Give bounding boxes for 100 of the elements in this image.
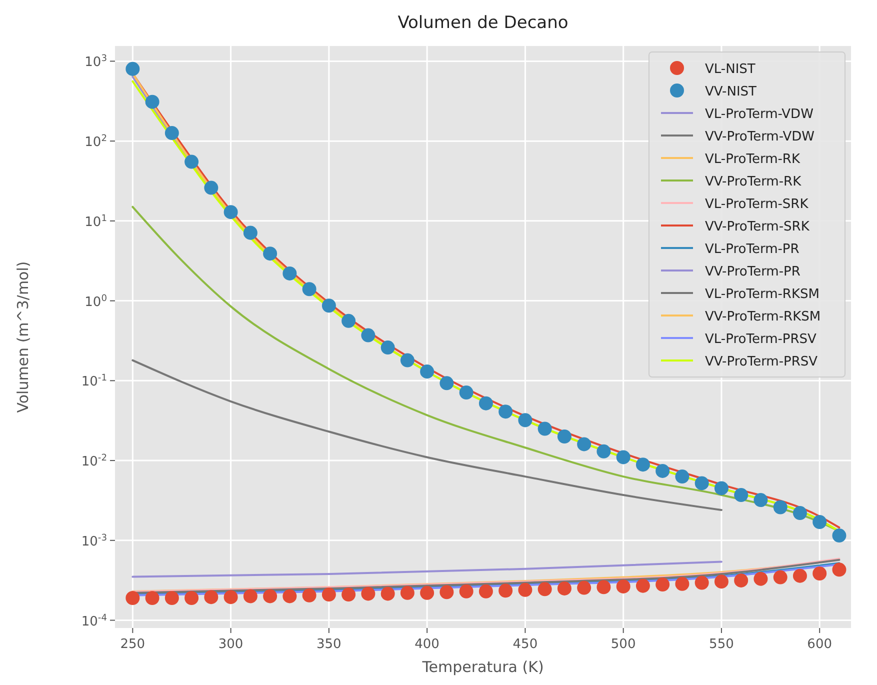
- x-tick-label: 400: [414, 637, 440, 652]
- point: [557, 581, 572, 596]
- legend-label: VL-NIST: [705, 62, 756, 77]
- point: [478, 584, 493, 598]
- point: [282, 589, 297, 604]
- point: [675, 470, 690, 484]
- legend-label: VV-NIST: [705, 84, 757, 100]
- point: [224, 205, 238, 220]
- point: [204, 590, 218, 604]
- point: [596, 580, 611, 594]
- point: [440, 585, 454, 600]
- legend-label: VL-ProTerm-VDW: [705, 107, 814, 122]
- y-axis-title: Volumen (m^3/mol): [14, 261, 32, 413]
- x-tick-label: 300: [218, 637, 244, 652]
- point: [792, 568, 807, 583]
- point: [440, 376, 454, 390]
- y-tick-label: 10$^{-4}$: [81, 613, 108, 630]
- y-tick-label: 10$^{-2}$: [81, 454, 107, 470]
- point: [380, 586, 395, 601]
- point: [498, 404, 513, 419]
- legend-label: VV-ProTerm-RKSM: [705, 310, 821, 324]
- point: [773, 500, 788, 514]
- point: [498, 584, 513, 598]
- point: [734, 488, 748, 502]
- x-tick-label: 550: [709, 637, 734, 652]
- point: [596, 444, 611, 458]
- point: [714, 574, 728, 589]
- y-tick-label: 10$^{3}$: [84, 54, 108, 70]
- point: [754, 493, 768, 508]
- y-tick-label: 10$^{-1}$: [81, 374, 107, 390]
- point: [243, 589, 258, 604]
- line-series: [132, 560, 722, 578]
- point: [694, 576, 709, 590]
- point: [714, 481, 728, 496]
- point: [361, 328, 376, 342]
- point: [812, 566, 827, 580]
- point: [773, 570, 788, 584]
- y-tick-label: 10$^{-3}$: [81, 533, 108, 550]
- x-tick-label: 600: [807, 637, 832, 652]
- legend-label: VL-ProTerm-SRK: [705, 197, 809, 212]
- point: [636, 578, 650, 593]
- point: [459, 386, 474, 400]
- point: [145, 94, 160, 109]
- point: [380, 340, 395, 355]
- point: [243, 226, 258, 240]
- point: [361, 586, 376, 601]
- point: [342, 588, 356, 602]
- x-tick-label: 350: [316, 637, 342, 652]
- point: [126, 591, 140, 605]
- point: [694, 476, 709, 490]
- chart-title: Volumen de Decano: [398, 13, 568, 33]
- legend-label: VV-ProTerm-PRSV: [705, 354, 818, 370]
- point: [302, 588, 316, 602]
- point: [518, 582, 532, 597]
- point: [577, 580, 592, 595]
- point: [420, 364, 434, 379]
- legend-label: VV-ProTerm-RK: [705, 174, 802, 190]
- y-tick-label: 10$^{2}$: [84, 134, 107, 150]
- x-axis-title: Temperatura (K): [421, 658, 544, 676]
- legend-label: VL-ProTerm-PRSV: [705, 332, 817, 347]
- point: [832, 562, 846, 577]
- point: [577, 437, 592, 452]
- point: [734, 573, 748, 588]
- legend-label: VL-ProTerm-PR: [705, 242, 800, 257]
- point: [616, 579, 630, 594]
- legend-label: VV-ProTerm-VDW: [705, 130, 815, 144]
- point: [263, 246, 278, 261]
- point: [518, 413, 532, 428]
- x-tick-label: 500: [610, 637, 636, 652]
- point: [459, 584, 474, 598]
- legend-label: VL-ProTerm-RK: [705, 152, 800, 167]
- point: [656, 578, 670, 592]
- point: [164, 126, 179, 140]
- point: [420, 586, 434, 600]
- point: [675, 576, 690, 591]
- point: [126, 62, 140, 76]
- legend-label: VL-ProTerm-RKSM: [705, 287, 820, 302]
- point: [263, 589, 278, 604]
- point: [322, 298, 336, 313]
- point: [145, 591, 160, 605]
- point: [557, 430, 572, 444]
- x-tick-label: 250: [120, 637, 146, 652]
- point: [538, 582, 552, 596]
- point: [322, 588, 336, 602]
- point: [812, 515, 827, 529]
- point: [282, 266, 297, 280]
- point: [478, 396, 493, 410]
- point: [184, 591, 199, 605]
- legend-label: VV-ProTerm-PR: [705, 264, 800, 280]
- point: [792, 506, 807, 520]
- point: [616, 450, 630, 464]
- point: [538, 422, 552, 436]
- point: [636, 458, 650, 472]
- point: [832, 528, 846, 543]
- point: [656, 464, 670, 478]
- y-tick-label: 10$^{1}$: [84, 214, 107, 230]
- point: [224, 590, 238, 604]
- x-tick-label: 450: [512, 637, 538, 652]
- point: [184, 154, 199, 169]
- y-tick-label: 10$^{0}$: [84, 294, 108, 310]
